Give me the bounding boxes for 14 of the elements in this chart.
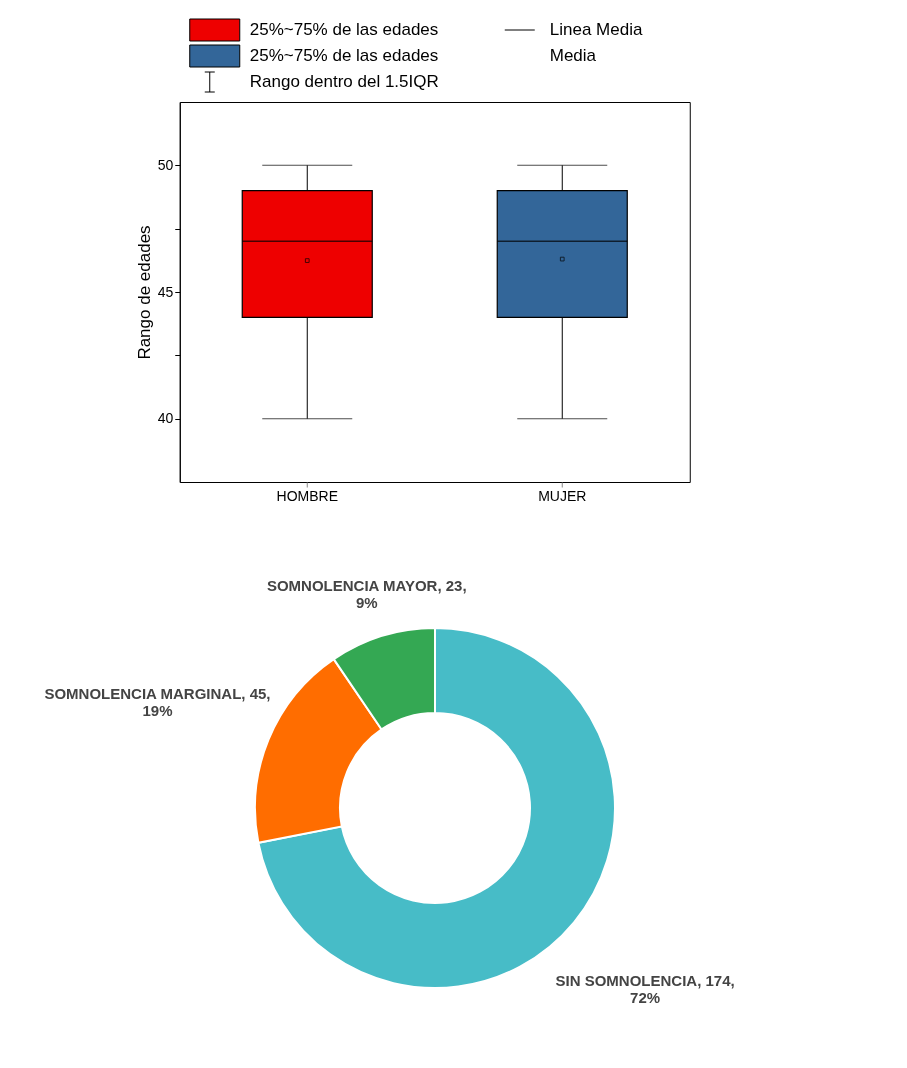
legend-label: 25%~75% de las edades [249,46,439,65]
y-tick-label: 50 [157,156,174,173]
x-tick-label: HOMBRE [276,487,338,504]
y-tick-label: 40 [157,410,174,427]
y-tick-label: 45 [157,283,174,300]
slice-label: SOMNOLENCIA MARGINAL, 45, 19% [44,685,271,720]
text: Rango dentro del 1.5IQR [249,72,439,91]
x-tick-label: MUJER [538,487,587,504]
legend-label: 25%~75% de las edades [249,20,439,39]
text: Linea Media [549,20,643,39]
slice-label: SOMNOLENCIA MAYOR, 23, 9% [266,577,467,612]
text: Media [549,46,597,65]
slice-label: SIN SOMNOLENCIA, 174, 72% [555,971,735,1006]
y-axis-title: Rango de edades [134,225,154,360]
